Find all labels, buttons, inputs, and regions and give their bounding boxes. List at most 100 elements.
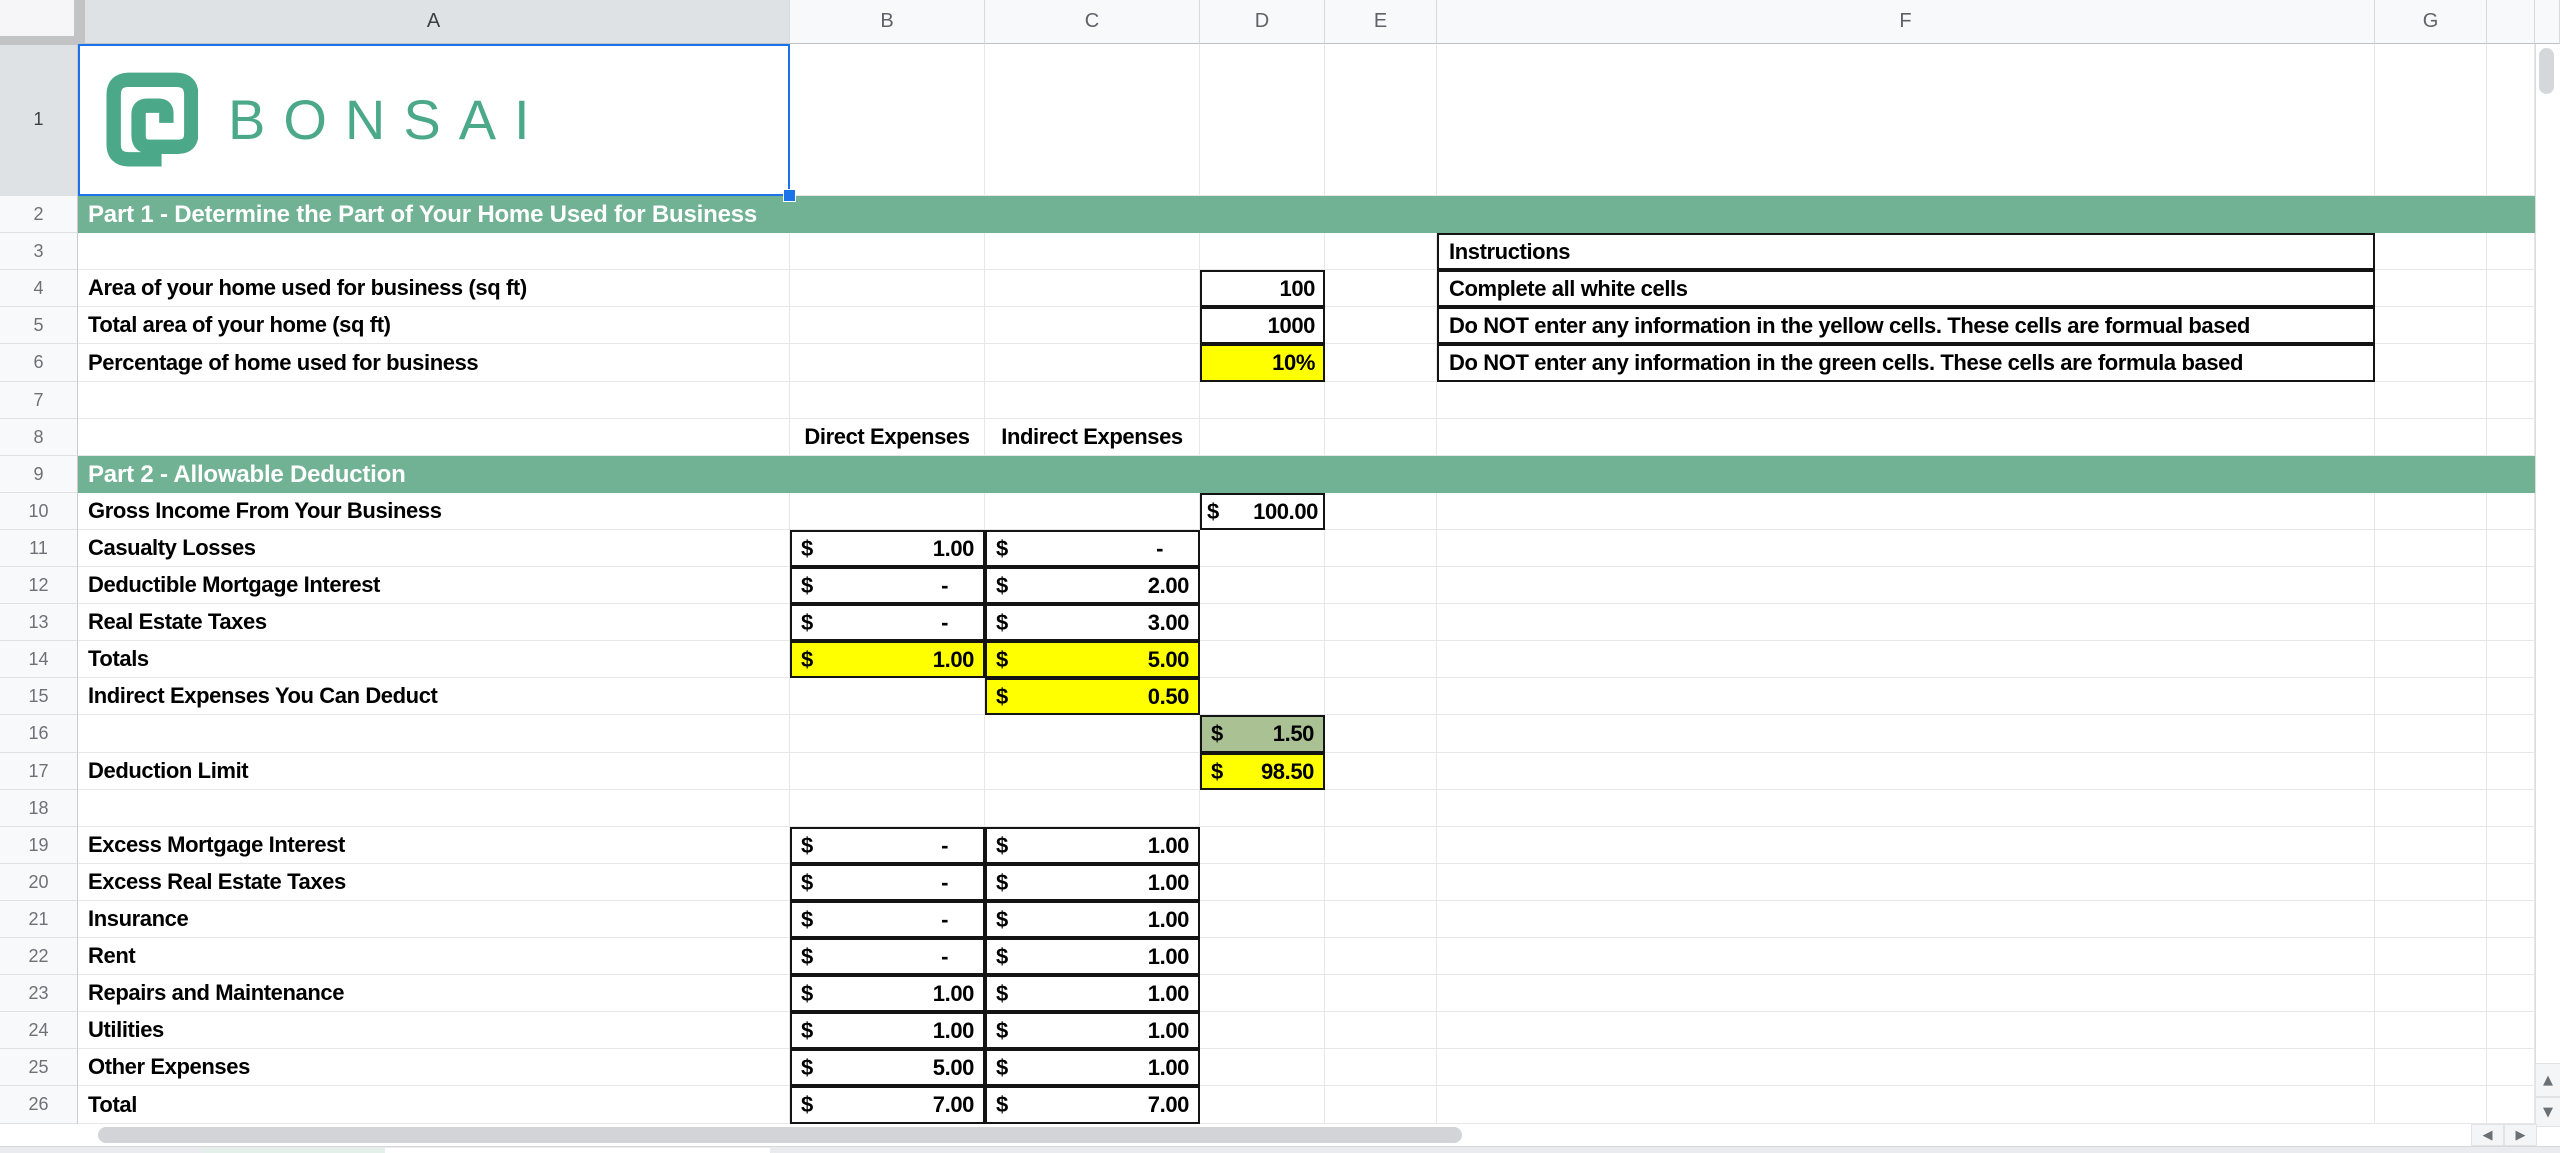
cell-C10[interactable]	[985, 493, 1200, 530]
cell-G22[interactable]	[2375, 938, 2487, 975]
cell-D12[interactable]	[1200, 567, 1325, 604]
row-header-17[interactable]: 17	[0, 753, 78, 790]
cell-A15[interactable]: Indirect Expenses You Can Deduct	[78, 678, 790, 715]
row-header-19[interactable]: 19	[0, 827, 78, 864]
cell-F25[interactable]	[1437, 1049, 2375, 1086]
row-header-25[interactable]: 25	[0, 1049, 78, 1086]
cell-H6[interactable]	[2487, 344, 2535, 382]
cell-D7[interactable]	[1200, 382, 1325, 419]
row-header-10[interactable]: 10	[0, 493, 78, 530]
cell-H25[interactable]	[2487, 1049, 2535, 1086]
cell-D24[interactable]	[1200, 1012, 1325, 1049]
cell-H12[interactable]	[2487, 567, 2535, 604]
cell-C18[interactable]	[985, 790, 1200, 827]
cell-F5[interactable]: Do NOT enter any information in the yell…	[1437, 307, 2375, 344]
row-header-6[interactable]: 6	[0, 344, 78, 382]
cell-G1[interactable]	[2375, 44, 2487, 196]
cell-H24[interactable]	[2487, 1012, 2535, 1049]
cell-C8[interactable]: Indirect Expenses	[985, 419, 1200, 456]
column-header-D[interactable]: D	[1200, 0, 1325, 44]
cell-B23[interactable]: $1.00	[790, 975, 985, 1012]
horizontal-scrollbar-track[interactable]	[0, 1124, 2560, 1146]
cell-D25[interactable]	[1200, 1049, 1325, 1086]
column-header-C[interactable]: C	[985, 0, 1200, 44]
row-header-13[interactable]: 13	[0, 604, 78, 641]
column-header-G[interactable]: G	[2375, 0, 2487, 44]
cell-A11[interactable]: Casualty Losses	[78, 530, 790, 567]
cell-A18[interactable]	[78, 790, 790, 827]
cell-E8[interactable]	[1325, 419, 1437, 456]
cell-F7[interactable]	[1437, 382, 2375, 419]
cell-E3[interactable]	[1325, 233, 1437, 270]
cell-H22[interactable]	[2487, 938, 2535, 975]
vertical-scrollbar-thumb[interactable]	[2539, 48, 2554, 94]
cell-G3[interactable]	[2375, 233, 2487, 270]
cell-H21[interactable]	[2487, 901, 2535, 938]
cell-C14[interactable]: $5.00	[985, 641, 1200, 678]
cell-A12[interactable]: Deductible Mortgage Interest	[78, 567, 790, 604]
cell-G23[interactable]	[2375, 975, 2487, 1012]
cell-F16[interactable]	[1437, 715, 2375, 753]
row-header-9[interactable]: 9	[0, 456, 78, 493]
cell-D15[interactable]	[1200, 678, 1325, 715]
cell-E23[interactable]	[1325, 975, 1437, 1012]
cell-A19[interactable]: Excess Mortgage Interest	[78, 827, 790, 864]
cell-D21[interactable]	[1200, 901, 1325, 938]
cell-F10[interactable]	[1437, 493, 2375, 530]
cell-C4[interactable]	[985, 270, 1200, 307]
cell-F22[interactable]	[1437, 938, 2375, 975]
cell-B5[interactable]	[790, 307, 985, 344]
cell-A7[interactable]	[78, 382, 790, 419]
cell-G7[interactable]	[2375, 382, 2487, 419]
row-header-22[interactable]: 22	[0, 938, 78, 975]
cell-E25[interactable]	[1325, 1049, 1437, 1086]
row-header-12[interactable]: 12	[0, 567, 78, 604]
select-all-corner[interactable]	[0, 0, 85, 45]
row-header-20[interactable]: 20	[0, 864, 78, 901]
cell-C3[interactable]	[985, 233, 1200, 270]
cell-B3[interactable]	[790, 233, 985, 270]
cell-A4[interactable]: Area of your home used for business (sq …	[78, 270, 790, 307]
cell-E6[interactable]	[1325, 344, 1437, 382]
cell-D4[interactable]: 100	[1200, 270, 1325, 307]
row-header-11[interactable]: 11	[0, 530, 78, 567]
cell-E15[interactable]	[1325, 678, 1437, 715]
column-header-B[interactable]: B	[790, 0, 985, 44]
cell-C20[interactable]: $1.00	[985, 864, 1200, 901]
horizontal-scrollbar-thumb[interactable]	[98, 1127, 1462, 1143]
cell-D16[interactable]: $1.50	[1200, 715, 1325, 753]
cell-H10[interactable]	[2487, 493, 2535, 530]
scroll-left-button[interactable]: ◀	[2471, 1124, 2504, 1146]
cell-H16[interactable]	[2487, 715, 2535, 753]
cell-E7[interactable]	[1325, 382, 1437, 419]
cell-B17[interactable]	[790, 753, 985, 790]
cell-G8[interactable]	[2375, 419, 2487, 456]
cell-F17[interactable]	[1437, 753, 2375, 790]
cell-C19[interactable]: $1.00	[985, 827, 1200, 864]
cell-H7[interactable]	[2487, 382, 2535, 419]
column-header-partial[interactable]	[2487, 0, 2535, 44]
cell-E14[interactable]	[1325, 641, 1437, 678]
row-header-8[interactable]: 8	[0, 419, 78, 456]
cell-A14[interactable]: Totals	[78, 641, 790, 678]
cell-H26[interactable]	[2487, 1086, 2535, 1124]
cell-B15[interactable]	[790, 678, 985, 715]
cell-G19[interactable]	[2375, 827, 2487, 864]
cell-F12[interactable]	[1437, 567, 2375, 604]
cell-H20[interactable]	[2487, 864, 2535, 901]
cell-H23[interactable]	[2487, 975, 2535, 1012]
cell-D18[interactable]	[1200, 790, 1325, 827]
cell-A13[interactable]: Real Estate Taxes	[78, 604, 790, 641]
cell-D23[interactable]	[1200, 975, 1325, 1012]
cell-C13[interactable]: $3.00	[985, 604, 1200, 641]
selection-fill-handle[interactable]	[783, 189, 796, 202]
cell-E26[interactable]	[1325, 1086, 1437, 1124]
cell-F23[interactable]	[1437, 975, 2375, 1012]
cell-F19[interactable]	[1437, 827, 2375, 864]
cell-F4[interactable]: Complete all white cells	[1437, 270, 2375, 307]
row-header-1[interactable]: 1	[0, 44, 78, 196]
cell-H14[interactable]	[2487, 641, 2535, 678]
cell-A26[interactable]: Total	[78, 1086, 790, 1124]
cell-C26[interactable]: $7.00	[985, 1086, 1200, 1124]
cell-H17[interactable]	[2487, 753, 2535, 790]
